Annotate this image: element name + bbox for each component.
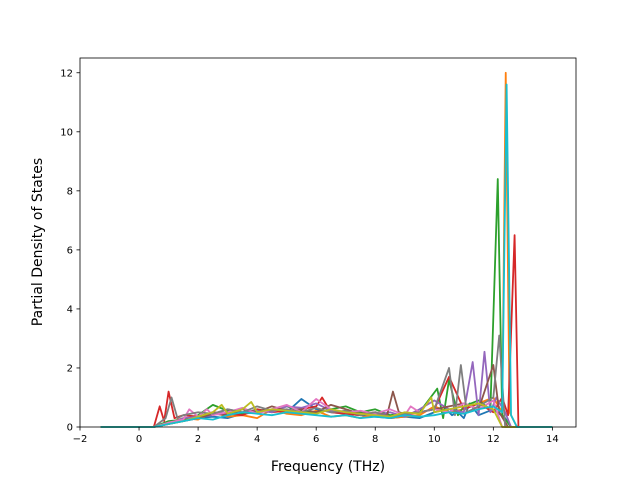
x-tick-label: 2 — [195, 434, 201, 445]
x-tick-label: 4 — [254, 434, 260, 445]
x-axis-label: Frequency (THz) — [271, 459, 385, 475]
y-tick-label: 2 — [67, 363, 73, 374]
series-layer — [100, 71, 553, 428]
y-tick-label: 6 — [67, 245, 73, 256]
x-tick-label: 6 — [313, 434, 319, 445]
plot-frame — [79, 57, 577, 428]
y-tick-label: 4 — [67, 304, 73, 315]
series-line-3 — [100, 178, 553, 428]
series-line-10 — [100, 83, 553, 428]
series-line-7 — [100, 398, 553, 428]
x-tick-label: 14 — [546, 434, 559, 445]
series-line-9 — [100, 396, 553, 428]
y-tick-label: 12 — [60, 68, 73, 79]
series-line-2 — [100, 71, 553, 428]
x-tick-label: 10 — [428, 434, 441, 445]
y-tick-label: 10 — [60, 127, 73, 138]
x-tick-label: −2 — [73, 434, 88, 445]
x-tick-label: 12 — [487, 434, 500, 445]
series-line-4 — [100, 234, 553, 428]
y-tick-label: 8 — [67, 186, 73, 197]
y-axis: 0 2 4 6 8 10 12 — [60, 68, 80, 434]
x-tick-label: 8 — [372, 434, 378, 445]
y-axis-label: Partial Density of States — [30, 158, 46, 326]
x-tick-label: 0 — [136, 434, 142, 445]
x-axis: −2 0 2 4 6 8 10 12 14 — [73, 427, 559, 445]
y-tick-label: 0 — [67, 423, 73, 434]
